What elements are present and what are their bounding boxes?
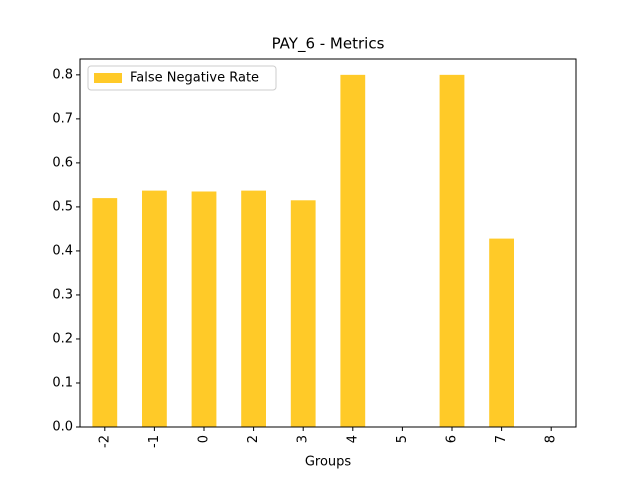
chart-title: PAY_6 - Metrics: [272, 35, 385, 54]
y-tick-label: 0.3: [52, 287, 73, 302]
legend-swatch: [94, 73, 122, 83]
plot-frame: [79, 58, 577, 428]
x-tick-label: 4: [345, 435, 360, 443]
y-tick-label: 0.0: [52, 420, 73, 435]
legend-box: [87, 65, 277, 91]
x-axis-label: Groups: [305, 455, 352, 470]
bar: [92, 198, 118, 427]
bar: [290, 200, 316, 427]
bar: [340, 74, 366, 427]
x-tick-label: -1: [147, 435, 162, 448]
x-tick-label: 3: [296, 435, 311, 443]
x-tick-label: 5: [395, 435, 410, 443]
x-tick-label: 8: [544, 435, 559, 443]
bar: [191, 191, 217, 427]
x-tick-label: 6: [445, 435, 460, 443]
y-tick-label: 0.2: [52, 331, 73, 346]
x-tick-label: 7: [494, 435, 509, 443]
x-tick-label: -2: [97, 435, 112, 448]
bar: [241, 190, 266, 427]
y-tick-label: 0.6: [52, 155, 73, 170]
bar: [142, 190, 167, 427]
x-tick-label: 0: [197, 435, 212, 443]
bar: [489, 238, 514, 427]
legend-label: False Negative Rate: [130, 71, 259, 86]
y-tick-label: 0.4: [52, 243, 73, 258]
y-tick-label: 0.1: [52, 375, 73, 390]
y-tick-label: 0.8: [52, 67, 73, 82]
y-tick-label: 0.7: [52, 111, 73, 126]
y-tick-label: 0.5: [52, 199, 73, 214]
bar: [439, 74, 465, 427]
x-tick-label: 2: [246, 435, 261, 443]
